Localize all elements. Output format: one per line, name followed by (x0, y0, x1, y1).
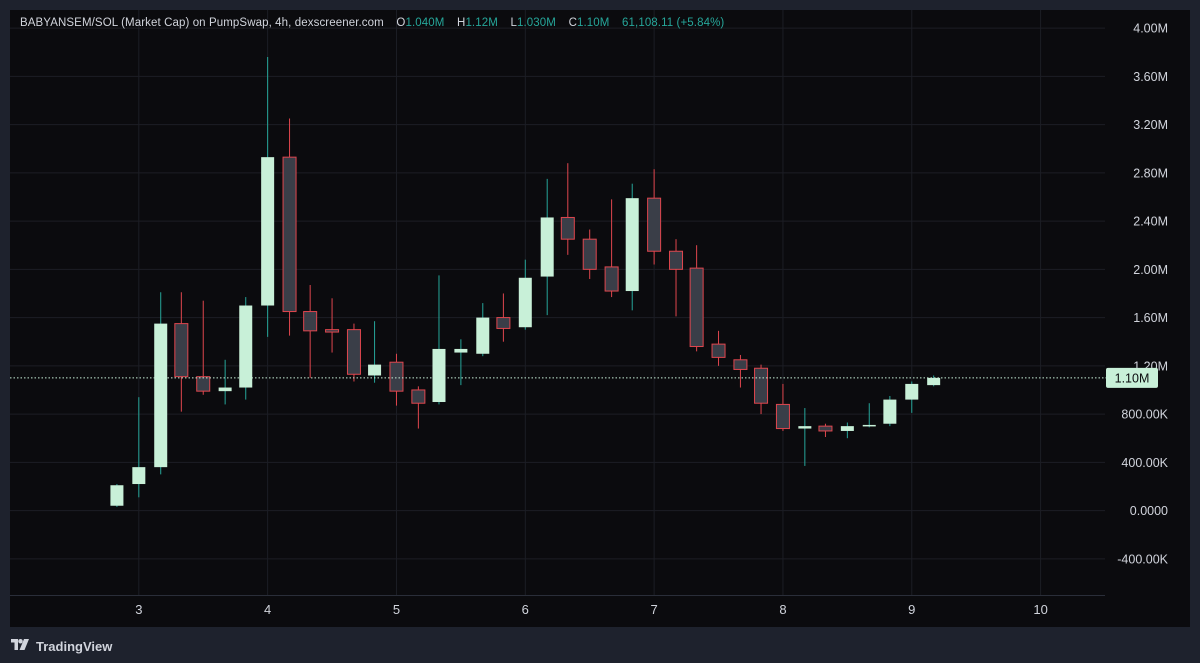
x-tick-label: 9 (908, 602, 915, 617)
y-tick-label: -400.00K (1117, 552, 1168, 566)
open-key: O (396, 17, 406, 29)
y-tick-label: 4.00M (1133, 22, 1168, 36)
x-tick-label: 5 (393, 602, 400, 617)
candle-body-up[interactable] (432, 348, 446, 403)
candle-body-up[interactable] (368, 364, 382, 376)
x-tick-label: 7 (651, 602, 658, 617)
candle-body-down[interactable] (282, 156, 297, 313)
candle-body-up[interactable] (883, 399, 897, 424)
candle-body-up[interactable] (798, 426, 812, 429)
x-tick-label: 6 (522, 602, 529, 617)
tradingview-brand[interactable]: TradingView (36, 638, 113, 654)
candle-body-down[interactable] (325, 329, 340, 333)
y-tick-label: 400.00K (1121, 456, 1168, 470)
candle-body-up[interactable] (625, 198, 639, 292)
candle-body-up[interactable] (476, 317, 490, 354)
candle-body-up[interactable] (905, 383, 919, 400)
x-tick-label: 3 (135, 602, 142, 617)
volume-value: 61,108.11 (622, 17, 674, 29)
low-value: 1.030M (517, 17, 556, 29)
candle-body-down[interactable] (346, 329, 361, 375)
candle-body-down[interactable] (389, 361, 404, 392)
footer: TradingView (10, 634, 310, 658)
candle-body-down[interactable] (711, 343, 726, 358)
candle-body-up[interactable] (454, 348, 468, 353)
change-value: (+5.84%) (676, 17, 725, 29)
candle-body-down[interactable] (196, 376, 211, 392)
low-key: L (510, 17, 517, 29)
x-tick-label: 10 (1033, 602, 1047, 617)
candle-body-down[interactable] (560, 216, 575, 240)
close-key: C (568, 17, 577, 29)
candle-body-down[interactable] (604, 266, 619, 292)
y-tick-label: 1.60M (1133, 311, 1168, 325)
current-price-label: 1.10M (1115, 371, 1150, 385)
candle-body-up[interactable] (840, 426, 854, 431)
candle-body-down[interactable] (411, 389, 426, 404)
y-tick-label: 0.0000 (1130, 504, 1168, 518)
chart-panel[interactable]: -400.00K 0.0000 400.00K 800.00K 1.20M 1.60M 2.… (10, 10, 1190, 627)
y-tick-label: 800.00K (1121, 408, 1168, 422)
y-tick-label: 2.80M (1133, 166, 1168, 180)
candle-body-down[interactable] (818, 425, 833, 432)
open-value: 1.040M (405, 17, 445, 29)
y-tick-label: 2.40M (1133, 215, 1168, 229)
x-tick-label: 4 (264, 602, 271, 617)
candle-body-up[interactable] (862, 424, 876, 427)
candle-body-down[interactable] (647, 197, 662, 252)
candlestick-chart[interactable]: -400.00K0.0000400.00K800.00K1.20M1.60M2.… (10, 10, 1190, 627)
high-key: H (457, 17, 466, 29)
candle-body-down[interactable] (689, 267, 704, 348)
symbol-legend: BABYANSEM/SOL (Market Cap) on PumpSwap, … (20, 17, 724, 29)
tradingview-logo-icon[interactable] (10, 639, 30, 653)
high-value: 1.12M (465, 17, 498, 29)
close-value: 1.10M (576, 17, 610, 29)
candle-body-down[interactable] (174, 323, 189, 378)
y-tick-label: 3.60M (1133, 70, 1168, 84)
candle-body-down[interactable] (303, 311, 318, 332)
candle-body-down[interactable] (775, 403, 790, 430)
candle-body-up[interactable] (927, 377, 941, 386)
candle-body-down[interactable] (496, 317, 511, 329)
candle-body-up[interactable] (540, 217, 554, 277)
candle-body-up[interactable] (132, 467, 146, 485)
candle-body-up[interactable] (154, 323, 168, 468)
candle-body-up[interactable] (110, 485, 124, 506)
y-tick-label: 2.00M (1133, 263, 1168, 277)
candle-body-down[interactable] (582, 238, 597, 270)
x-tick-label: 8 (779, 602, 786, 617)
current-price-tag (1106, 367, 1158, 388)
candle-body-down[interactable] (669, 250, 684, 270)
y-tick-label: 3.20M (1133, 118, 1168, 132)
candle-body-up[interactable] (261, 157, 275, 306)
candle-body-up[interactable] (239, 305, 253, 388)
candle-body-up[interactable] (218, 387, 232, 392)
candle-body-down[interactable] (733, 359, 748, 370)
symbol-title: BABYANSEM/SOL (Market Cap) on PumpSwap, … (20, 17, 384, 29)
candle-body-down[interactable] (754, 367, 769, 404)
candle-body-up[interactable] (518, 277, 532, 328)
